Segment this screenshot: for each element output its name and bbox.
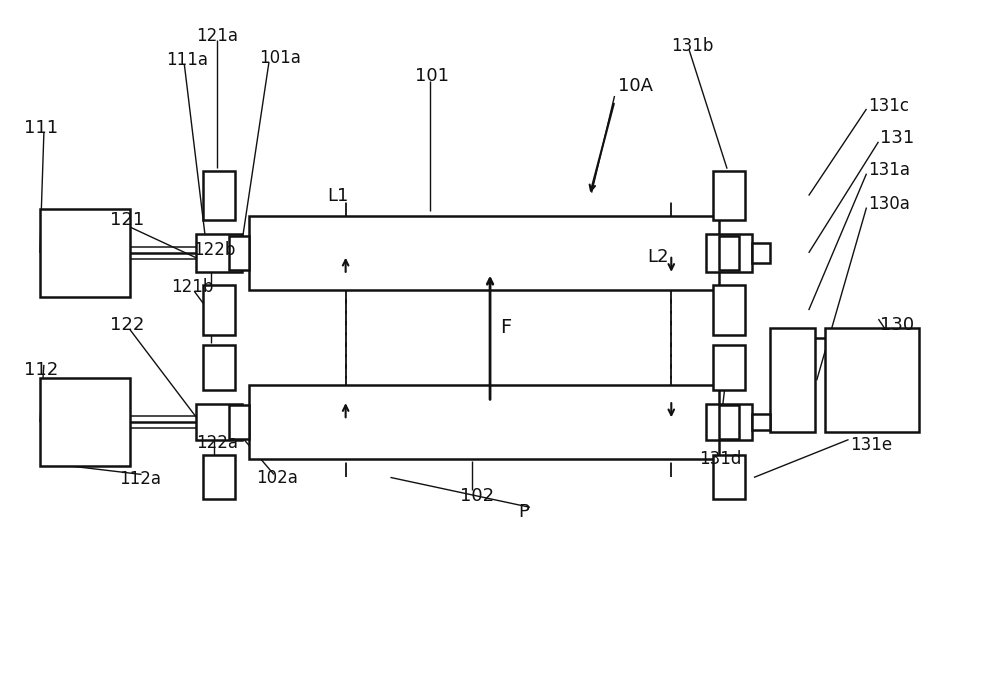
Text: 130a: 130a [868, 194, 910, 213]
Text: 111: 111 [24, 119, 58, 137]
Bar [770, 327, 815, 432]
Text: 131b: 131b [671, 37, 714, 55]
Bar [713, 345, 745, 389]
Bar [203, 171, 235, 221]
Text: 111a: 111a [166, 51, 208, 69]
Bar [203, 345, 235, 389]
Bar [203, 286, 235, 335]
Bar [196, 234, 242, 272]
Text: 130: 130 [880, 316, 915, 334]
Text: 112: 112 [24, 361, 58, 379]
Text: 131a: 131a [868, 161, 910, 179]
Text: 131: 131 [880, 129, 915, 147]
Text: 10A: 10A [618, 77, 653, 95]
Bar [825, 327, 919, 432]
Text: 102a: 102a [256, 469, 298, 487]
Text: 122a: 122a [196, 433, 238, 452]
Text: 121b: 121b [171, 278, 214, 296]
Bar [719, 236, 739, 270]
Bar [706, 234, 752, 272]
Text: F: F [500, 318, 511, 337]
Text: 122: 122 [110, 316, 144, 334]
Bar [229, 236, 249, 270]
Bar [229, 405, 249, 439]
Text: 131c: 131c [868, 97, 909, 115]
Text: 112a: 112a [120, 470, 162, 489]
Text: 121a: 121a [196, 27, 238, 45]
Bar [706, 404, 752, 440]
Bar [196, 404, 242, 440]
Bar [752, 243, 770, 263]
Bar [713, 171, 745, 221]
Text: 121: 121 [110, 211, 144, 230]
Bar [249, 385, 719, 460]
Bar [713, 286, 745, 335]
Bar [203, 454, 235, 500]
Text: L1: L1 [328, 186, 349, 205]
Text: 101a: 101a [259, 49, 301, 67]
Text: 102: 102 [460, 487, 494, 506]
Bar [40, 378, 130, 466]
Bar [249, 215, 719, 290]
Text: 122b: 122b [193, 242, 236, 259]
Text: 131e: 131e [851, 435, 893, 454]
Bar [40, 209, 130, 297]
Bar [713, 454, 745, 500]
Bar [752, 414, 770, 430]
Text: 131d: 131d [699, 450, 742, 468]
Text: L2: L2 [647, 248, 669, 267]
Bar [719, 405, 739, 439]
Text: P: P [518, 504, 529, 521]
Text: 101: 101 [415, 67, 449, 85]
